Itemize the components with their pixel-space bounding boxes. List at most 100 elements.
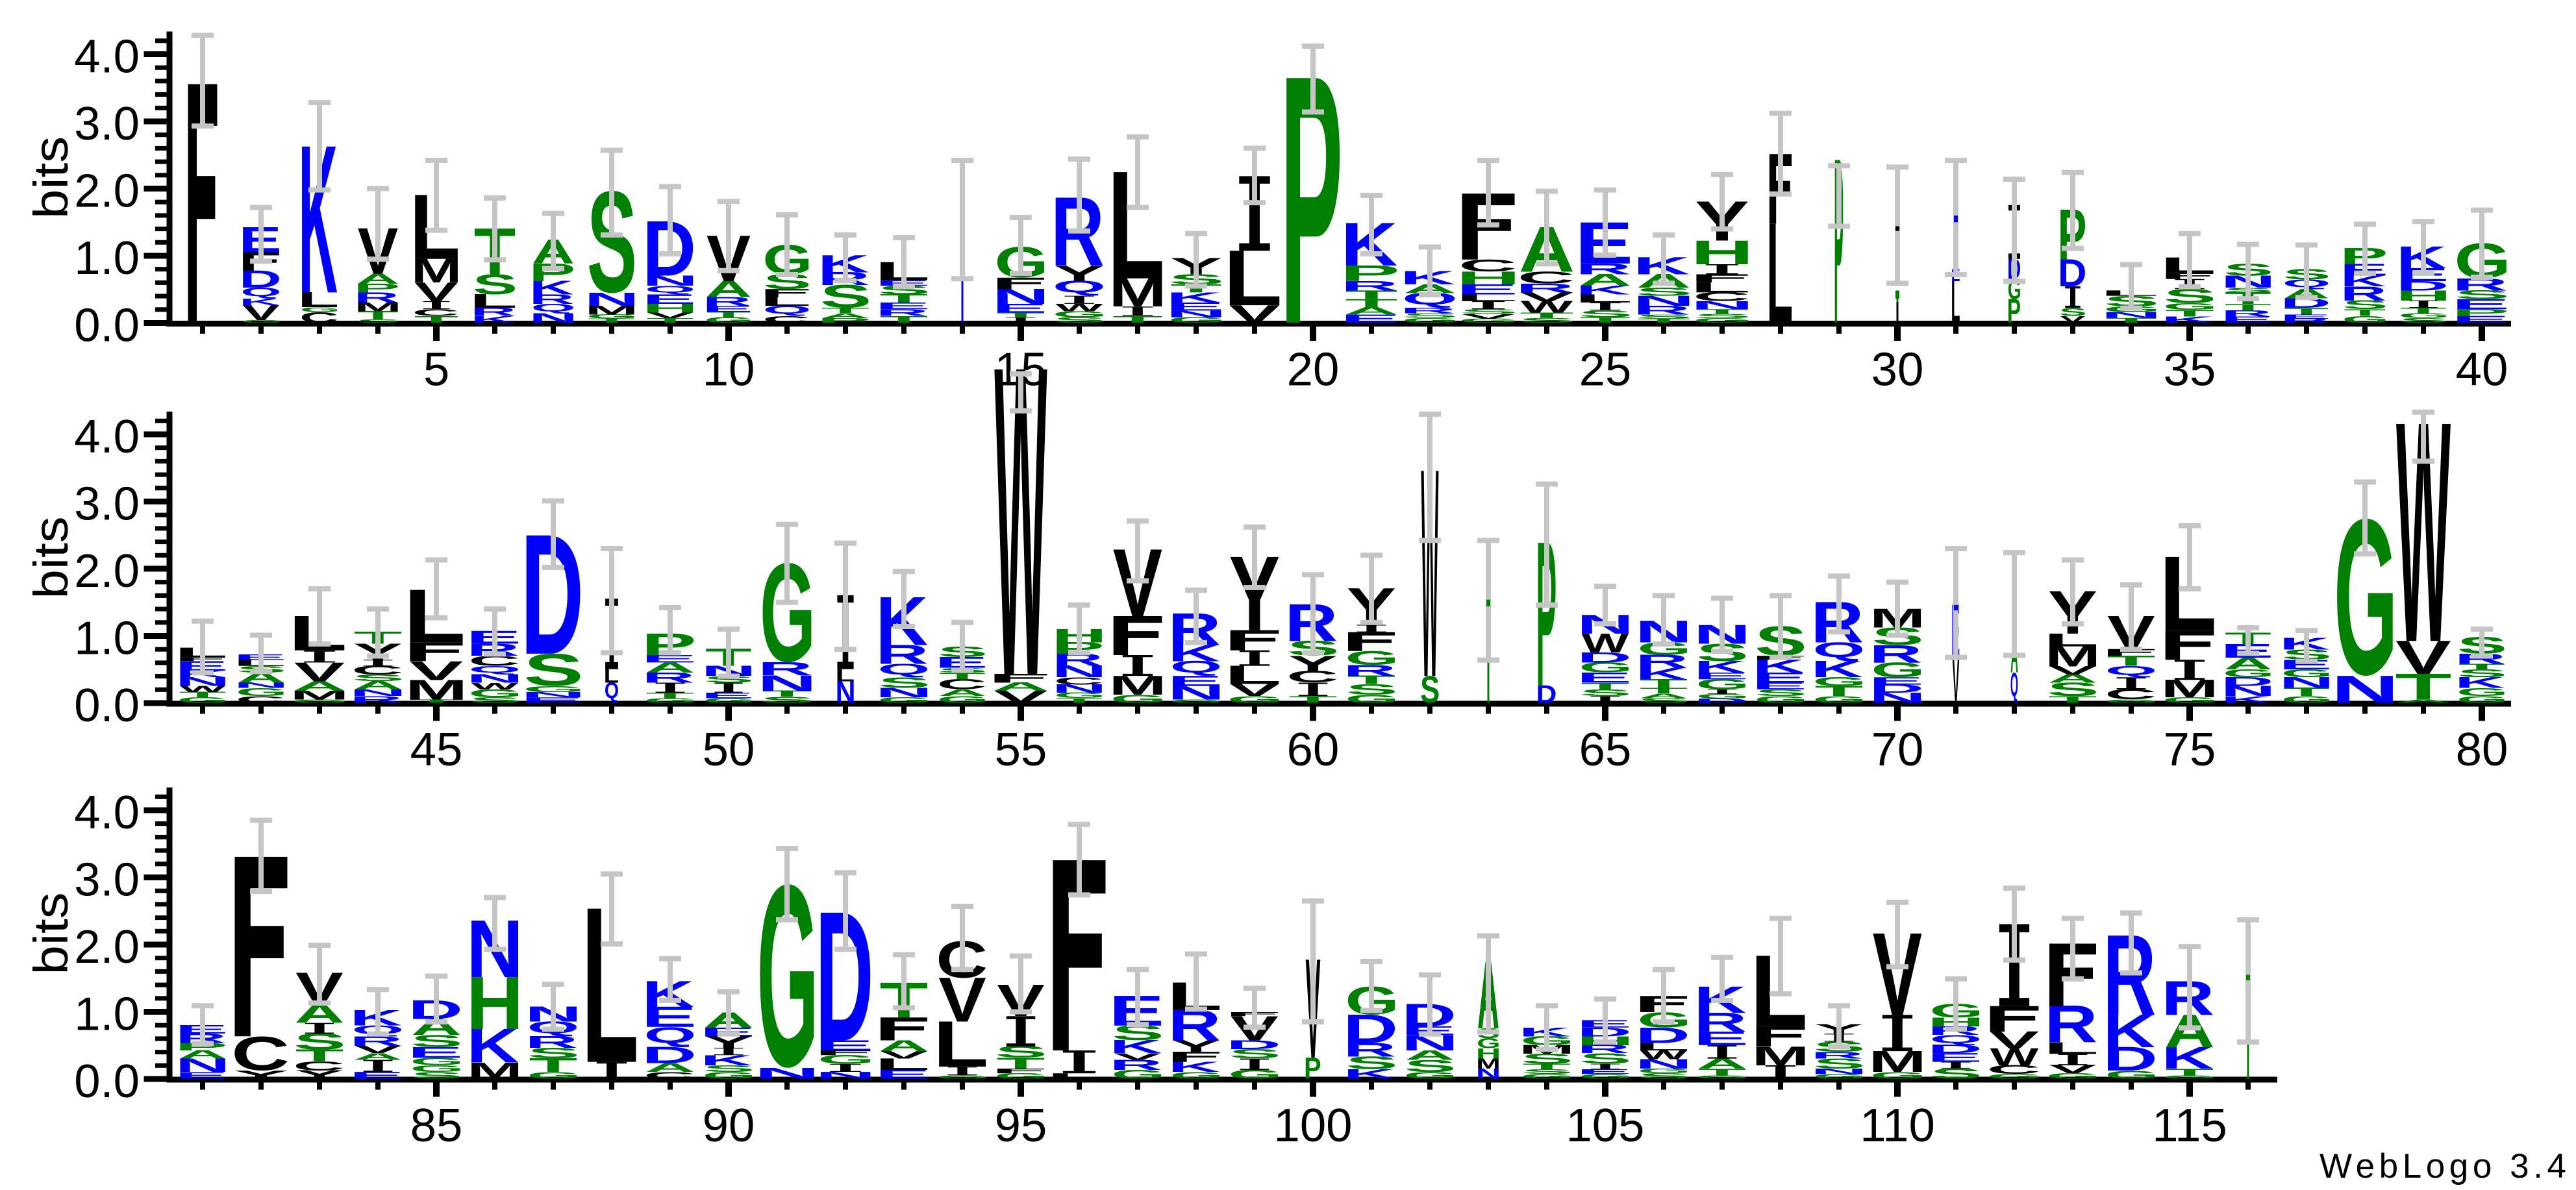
svg-text:N: N bbox=[2101, 310, 2162, 320]
svg-text:A: A bbox=[1405, 1048, 1455, 1063]
svg-text:T: T bbox=[1698, 1067, 1747, 1078]
svg-text:D: D bbox=[642, 1042, 697, 1068]
svg-text:D: D bbox=[2103, 1040, 2158, 1078]
svg-text:E: E bbox=[175, 1070, 228, 1081]
svg-text:K: K bbox=[2221, 694, 2271, 705]
svg-text:K: K bbox=[1344, 1066, 1396, 1082]
svg-text:A: A bbox=[353, 679, 403, 692]
svg-text:105: 105 bbox=[1566, 1099, 1645, 1152]
svg-text:R: R bbox=[1110, 1057, 1163, 1073]
svg-text:G: G bbox=[2281, 667, 2333, 680]
svg-text:G: G bbox=[1459, 317, 1519, 324]
svg-text:V: V bbox=[1230, 680, 1279, 700]
svg-text:L: L bbox=[875, 1055, 931, 1073]
svg-text:M: M bbox=[1109, 269, 1167, 316]
svg-text:G: G bbox=[644, 697, 698, 704]
svg-text:S: S bbox=[1638, 697, 1690, 704]
svg-text:N: N bbox=[349, 688, 406, 699]
svg-text:L: L bbox=[760, 294, 811, 308]
svg-text:H: H bbox=[1456, 267, 1520, 288]
svg-text:T: T bbox=[939, 671, 986, 682]
svg-text:V: V bbox=[1114, 1051, 1162, 1062]
svg-text:A: A bbox=[1638, 692, 1689, 700]
svg-text:C: C bbox=[1054, 675, 1104, 687]
svg-text:G: G bbox=[2342, 314, 2390, 325]
svg-text:W: W bbox=[1055, 301, 1103, 314]
svg-text:P: P bbox=[2007, 293, 2021, 330]
svg-text:W: W bbox=[1990, 1044, 2039, 1071]
svg-text:25: 25 bbox=[1579, 343, 1632, 396]
svg-text:K: K bbox=[2161, 315, 2214, 325]
svg-text:W: W bbox=[1521, 298, 1573, 316]
svg-text:T: T bbox=[821, 306, 869, 315]
svg-text:bits: bits bbox=[24, 893, 78, 975]
svg-text:R: R bbox=[1400, 306, 1457, 315]
svg-text:G: G bbox=[292, 699, 349, 704]
svg-text:Q: Q bbox=[644, 1023, 697, 1048]
svg-text:C: C bbox=[351, 663, 403, 677]
svg-text:C: C bbox=[1987, 1063, 2041, 1076]
svg-text:S: S bbox=[2059, 306, 2086, 319]
svg-text:G: G bbox=[705, 316, 755, 324]
svg-text:N: N bbox=[466, 672, 523, 685]
svg-text:S: S bbox=[2455, 288, 2509, 302]
svg-text:G: G bbox=[818, 1052, 875, 1066]
svg-text:N: N bbox=[754, 1065, 820, 1082]
svg-text:T: T bbox=[1523, 1062, 1571, 1071]
svg-text:A: A bbox=[1344, 305, 1399, 317]
svg-text:S: S bbox=[1521, 1051, 1573, 1067]
svg-text:S: S bbox=[1579, 688, 1631, 698]
svg-text:S: S bbox=[820, 279, 871, 315]
svg-text:65: 65 bbox=[1579, 723, 1632, 776]
svg-text:G: G bbox=[1696, 1074, 1750, 1080]
svg-text:G: G bbox=[1170, 699, 1224, 704]
svg-text:C: C bbox=[644, 1070, 695, 1080]
svg-text:E: E bbox=[815, 1037, 874, 1054]
svg-text:G: G bbox=[2163, 301, 2218, 312]
svg-text:D: D bbox=[1635, 1023, 1690, 1048]
svg-text:50: 50 bbox=[703, 723, 755, 776]
svg-text:N: N bbox=[642, 273, 698, 289]
svg-text:T: T bbox=[2344, 307, 2386, 318]
svg-text:T: T bbox=[997, 311, 1045, 319]
svg-text:V: V bbox=[354, 1043, 402, 1055]
svg-text:G: G bbox=[177, 696, 229, 704]
svg-text:G: G bbox=[2223, 667, 2275, 680]
svg-text:S: S bbox=[1053, 316, 1106, 325]
svg-text:R: R bbox=[876, 639, 929, 670]
svg-text:S: S bbox=[410, 1032, 462, 1050]
svg-text:M: M bbox=[405, 674, 468, 706]
svg-text:E: E bbox=[349, 1070, 405, 1081]
svg-text:G: G bbox=[523, 684, 585, 694]
svg-text:V: V bbox=[1229, 300, 1280, 328]
svg-text:4.0: 4.0 bbox=[74, 410, 140, 463]
svg-text:G: G bbox=[2281, 694, 2333, 704]
svg-text:G: G bbox=[1170, 1070, 1224, 1080]
svg-text:G: G bbox=[410, 1056, 464, 1067]
svg-text:D: D bbox=[1343, 1006, 1398, 1052]
svg-text:N: N bbox=[1476, 1065, 1501, 1082]
svg-text:1.0: 1.0 bbox=[74, 612, 140, 665]
svg-text:S: S bbox=[2047, 679, 2099, 700]
svg-text:G: G bbox=[1477, 1035, 1500, 1052]
svg-text:110: 110 bbox=[1860, 1099, 1935, 1152]
svg-text:K: K bbox=[1636, 665, 1688, 683]
svg-text:G: G bbox=[410, 1063, 464, 1074]
svg-text:N: N bbox=[1168, 682, 1225, 704]
svg-text:Q: Q bbox=[531, 302, 576, 314]
svg-text:M: M bbox=[2045, 640, 2101, 673]
svg-text:80: 80 bbox=[2456, 723, 2508, 776]
svg-text:G: G bbox=[1229, 1067, 1282, 1081]
svg-text:S: S bbox=[469, 696, 521, 704]
svg-text:S: S bbox=[1518, 317, 1576, 324]
svg-text:R: R bbox=[350, 694, 403, 705]
svg-text:Q: Q bbox=[645, 284, 696, 295]
svg-text:R: R bbox=[350, 1034, 403, 1049]
svg-text:K: K bbox=[1694, 658, 1747, 676]
svg-text:R: R bbox=[2340, 282, 2387, 305]
svg-text:T: T bbox=[2283, 686, 2330, 699]
svg-text:E: E bbox=[702, 304, 753, 314]
svg-text:T: T bbox=[588, 317, 635, 324]
svg-text:W: W bbox=[180, 684, 225, 694]
svg-text:E: E bbox=[1166, 300, 1225, 313]
